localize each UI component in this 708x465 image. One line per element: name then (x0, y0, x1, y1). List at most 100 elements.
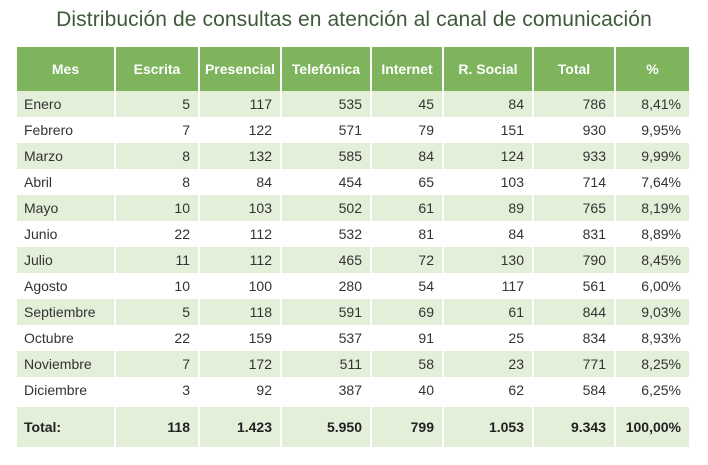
cell-escrita: 10 (116, 273, 198, 299)
cell-mes: Marzo (17, 143, 114, 169)
cell-internet: 40 (372, 377, 442, 403)
cell-presencial: 103 (200, 195, 280, 221)
cell-total: 584 (534, 377, 614, 403)
cell-telefonica: 537 (282, 325, 370, 351)
cell-telefonica: 535 (282, 91, 370, 117)
cell-porcentaje: 8,93% (616, 325, 689, 351)
cell-presencial: 92 (200, 377, 280, 403)
header-total: Total (534, 47, 614, 91)
table-row: Agosto 10 100 280 54 117 561 6,00% (17, 273, 689, 299)
cell-presencial: 100 (200, 273, 280, 299)
cell-red-social: 130 (444, 247, 532, 273)
cell-red-social: 84 (444, 91, 532, 117)
cell-internet: 45 (372, 91, 442, 117)
header-telefonica: Telefónica (282, 47, 370, 91)
cell-total: 844 (534, 299, 614, 325)
cell-red-social: 84 (444, 221, 532, 247)
cell-telefonica: 585 (282, 143, 370, 169)
cell-presencial: 112 (200, 247, 280, 273)
cell-total: 786 (534, 91, 614, 117)
cell-escrita: 3 (116, 377, 198, 403)
cell-porcentaje: 9,99% (616, 143, 689, 169)
cell-internet: 54 (372, 273, 442, 299)
table-row: Julio 11 112 465 72 130 790 8,45% (17, 247, 689, 273)
cell-telefonica: 502 (282, 195, 370, 221)
cell-internet: 65 (372, 169, 442, 195)
header-mes: Mes (17, 47, 114, 91)
total-total: 9.343 (534, 407, 614, 447)
cell-presencial: 172 (200, 351, 280, 377)
cell-porcentaje: 7,64% (616, 169, 689, 195)
total-presencial: 1.423 (200, 407, 280, 447)
cell-mes: Septiembre (17, 299, 114, 325)
table-row: Febrero 7 122 571 79 151 930 9,95% (17, 117, 689, 143)
page-title: Distribución de consultas en atención al… (56, 8, 652, 31)
cell-porcentaje: 6,00% (616, 273, 689, 299)
total-red-social: 1.053 (444, 407, 532, 447)
cell-escrita: 5 (116, 91, 198, 117)
cell-presencial: 122 (200, 117, 280, 143)
cell-total: 561 (534, 273, 614, 299)
cell-telefonica: 591 (282, 299, 370, 325)
table-row: Abril 8 84 454 65 103 714 7,64% (17, 169, 689, 195)
cell-porcentaje: 8,19% (616, 195, 689, 221)
cell-red-social: 103 (444, 169, 532, 195)
row-separator (17, 403, 689, 407)
cell-total: 765 (534, 195, 614, 221)
cell-mes: Abril (17, 169, 114, 195)
cell-red-social: 25 (444, 325, 532, 351)
cell-red-social: 62 (444, 377, 532, 403)
cell-porcentaje: 8,41% (616, 91, 689, 117)
cell-mes: Noviembre (17, 351, 114, 377)
cell-telefonica: 532 (282, 221, 370, 247)
cell-telefonica: 511 (282, 351, 370, 377)
cell-presencial: 159 (200, 325, 280, 351)
cell-presencial: 84 (200, 169, 280, 195)
cell-red-social: 89 (444, 195, 532, 221)
table-row: Septiembre 5 118 591 69 61 844 9,03% (17, 299, 689, 325)
table-row: Enero 5 117 535 45 84 786 8,41% (17, 91, 689, 117)
cell-escrita: 8 (116, 143, 198, 169)
cell-red-social: 117 (444, 273, 532, 299)
table-row: Octubre 22 159 537 91 25 834 8,93% (17, 325, 689, 351)
total-row: Total: 118 1.423 5.950 799 1.053 9.343 100,00% (17, 407, 689, 447)
header-escrita: Escrita (116, 47, 198, 91)
cell-escrita: 7 (116, 351, 198, 377)
cell-porcentaje: 8,45% (616, 247, 689, 273)
header-presencial: Presencial (200, 47, 280, 91)
cell-red-social: 23 (444, 351, 532, 377)
table-row: Marzo 8 132 585 84 124 933 9,99% (17, 143, 689, 169)
cell-porcentaje: 8,25% (616, 351, 689, 377)
cell-escrita: 8 (116, 169, 198, 195)
cell-escrita: 10 (116, 195, 198, 221)
table-row: Noviembre 7 172 511 58 23 771 8,25% (17, 351, 689, 377)
cell-total: 831 (534, 221, 614, 247)
cell-escrita: 22 (116, 221, 198, 247)
header-internet: Internet (372, 47, 442, 91)
cell-total: 714 (534, 169, 614, 195)
total-porcentaje: 100,00% (616, 407, 689, 447)
cell-telefonica: 465 (282, 247, 370, 273)
cell-internet: 69 (372, 299, 442, 325)
table-row: Junio 22 112 532 81 84 831 8,89% (17, 221, 689, 247)
cell-total: 790 (534, 247, 614, 273)
cell-total: 771 (534, 351, 614, 377)
cell-total: 834 (534, 325, 614, 351)
table-row: Mayo 10 103 502 61 89 765 8,19% (17, 195, 689, 221)
cell-internet: 81 (372, 221, 442, 247)
cell-total: 933 (534, 143, 614, 169)
cell-mes: Junio (17, 221, 114, 247)
cell-mes: Julio (17, 247, 114, 273)
cell-internet: 61 (372, 195, 442, 221)
cell-total: 930 (534, 117, 614, 143)
cell-presencial: 118 (200, 299, 280, 325)
total-telefonica: 5.950 (282, 407, 370, 447)
header-porcentaje: % (616, 47, 689, 91)
cell-mes: Diciembre (17, 377, 114, 403)
cell-presencial: 132 (200, 143, 280, 169)
table-row: Diciembre 3 92 387 40 62 584 6,25% (17, 377, 689, 403)
cell-presencial: 112 (200, 221, 280, 247)
cell-escrita: 22 (116, 325, 198, 351)
cell-telefonica: 280 (282, 273, 370, 299)
cell-mes: Enero (17, 91, 114, 117)
